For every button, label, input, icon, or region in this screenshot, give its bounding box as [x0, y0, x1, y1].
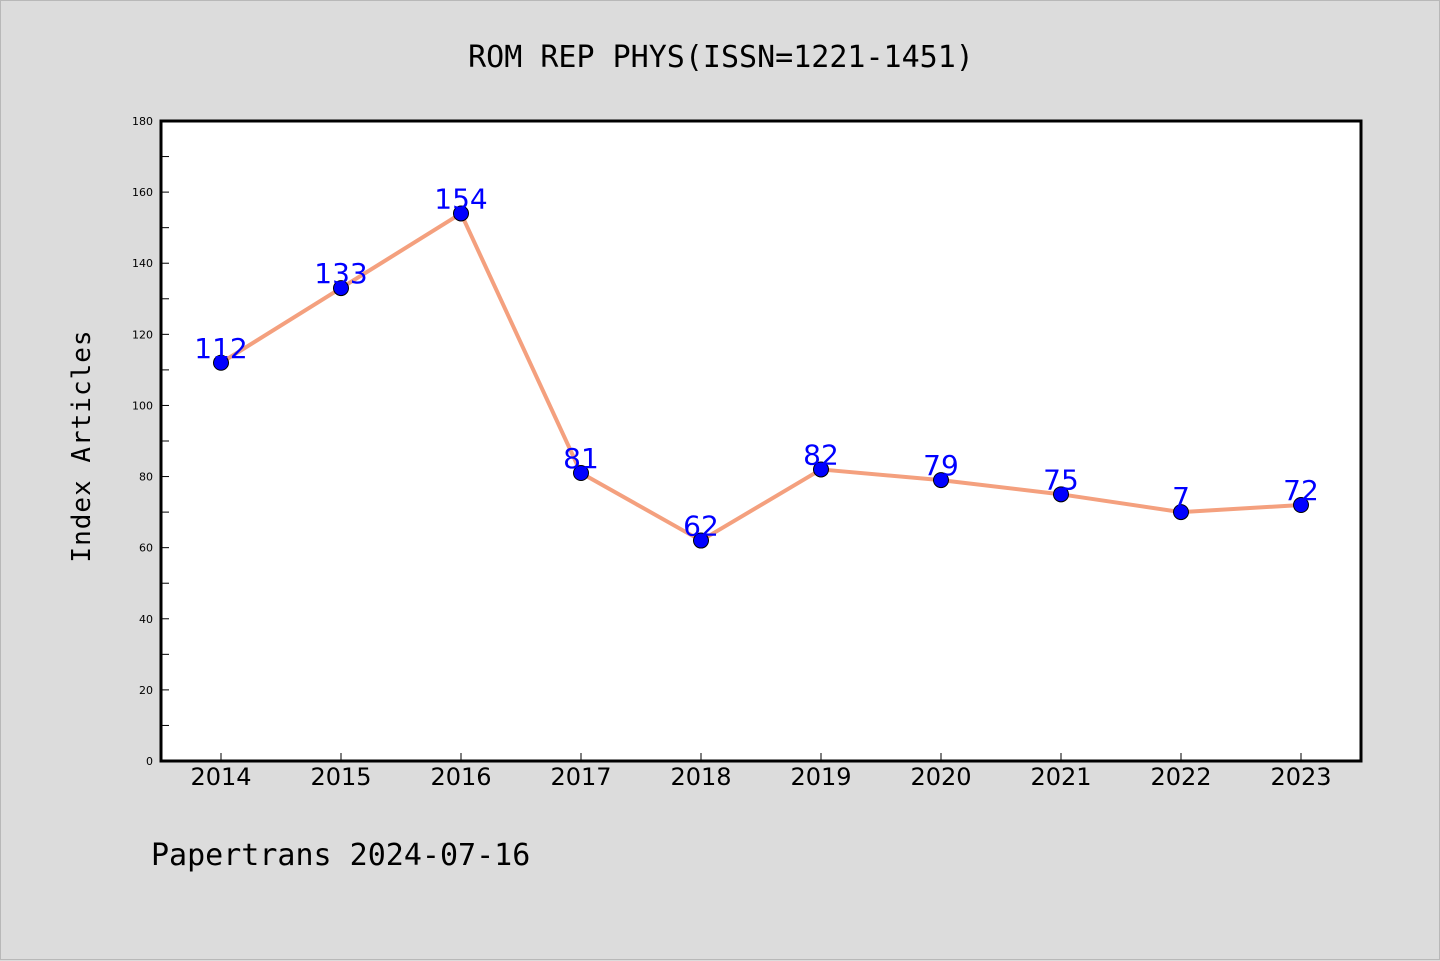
data-point [213, 354, 229, 371]
data-label: 72 [1283, 474, 1319, 507]
x-tick-label: 2020 [910, 763, 971, 791]
plot-area [159, 119, 1363, 763]
y-axis: 0 20 40 60 80 100 120 140 160 180 [132, 115, 169, 768]
y-tick-label: 160 [132, 186, 153, 199]
data-label: 154 [434, 182, 487, 215]
data-label: 75 [1043, 463, 1079, 496]
y-axis-label: Index Articles [67, 329, 97, 562]
data-point [453, 205, 469, 222]
x-tick-label: 2016 [430, 763, 491, 791]
x-tick-label: 2017 [550, 763, 611, 791]
x-tick-label: 2019 [790, 763, 851, 791]
x-tick-label: 2023 [1270, 763, 1331, 791]
footer-credit: Papertrans 2024-07-16 [151, 838, 530, 873]
data-label: 79 [923, 449, 959, 482]
data-point [1053, 486, 1069, 503]
y-tick-label: 140 [132, 257, 153, 270]
data-point [693, 532, 709, 549]
series-group: 112 133 154 81 62 82 79 75 7 72 [194, 182, 1319, 549]
data-point [1293, 497, 1309, 513]
data-point [1173, 504, 1189, 521]
y-tick-label: 80 [139, 471, 153, 484]
data-label: 81 [563, 442, 599, 475]
y-tick-label: 40 [139, 613, 153, 626]
data-label: 112 [194, 332, 247, 365]
y-tick-label: 20 [139, 684, 153, 697]
y-tick-label: 0 [146, 755, 153, 768]
data-label: 133 [314, 257, 367, 290]
y-tick-label: 120 [132, 328, 153, 341]
data-label: 62 [683, 510, 719, 543]
x-tick-label: 2014 [190, 763, 251, 791]
data-point [333, 280, 349, 297]
y-tick-label: 100 [132, 399, 153, 412]
x-tick-label: 2021 [1030, 763, 1091, 791]
data-point [573, 465, 589, 481]
series-line [219, 211, 1302, 543]
data-label: 82 [803, 438, 839, 471]
data-point [813, 461, 829, 478]
x-axis: 2014 2015 2016 2017 2018 2019 2020 2021 2022 2023 [190, 753, 1332, 791]
chart-title: ROM REP PHYS(ISSN=1221-1451) [468, 40, 974, 75]
y-tick-label: 60 [139, 542, 153, 555]
data-label: 7 [1172, 481, 1190, 514]
x-tick-label: 2022 [1150, 763, 1211, 791]
x-tick-label: 2018 [670, 763, 731, 791]
data-point [933, 472, 949, 489]
x-tick-label: 2015 [310, 763, 371, 791]
y-tick-label: 180 [132, 115, 153, 128]
